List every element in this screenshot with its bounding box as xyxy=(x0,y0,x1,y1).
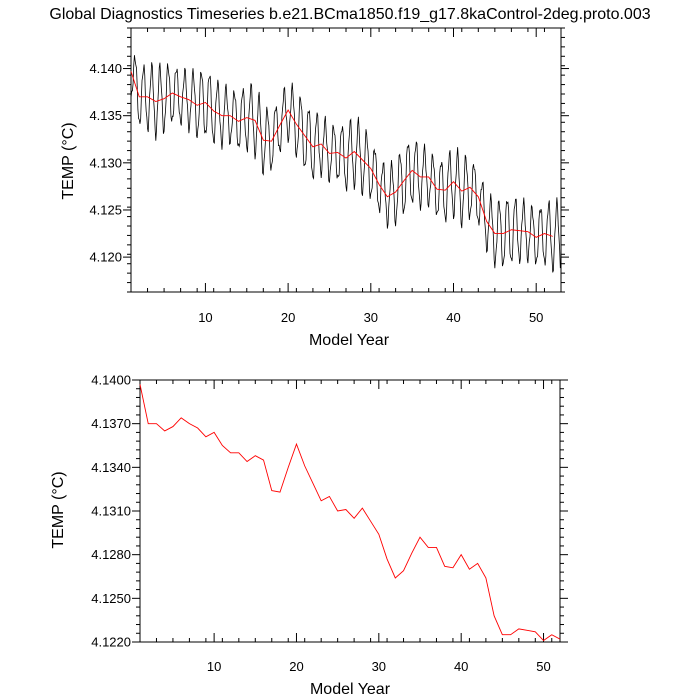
x-tick-label: 20 xyxy=(289,659,303,674)
x-tick-label: 30 xyxy=(372,659,386,674)
annual-mean-series-line xyxy=(139,384,561,642)
bottom-y-axis-label: TEMP (°C) xyxy=(50,471,67,548)
x-tick-label: 20 xyxy=(281,310,295,325)
y-tick-label: 4.120 xyxy=(89,250,122,265)
x-tick-label: 30 xyxy=(364,310,378,325)
x-tick-label: 50 xyxy=(529,310,543,325)
bottom-series-group xyxy=(139,384,561,642)
y-tick-label: 4.1220 xyxy=(91,635,131,650)
x-tick-label: 40 xyxy=(454,659,468,674)
x-tick-label: 10 xyxy=(198,310,212,325)
y-tick-label: 4.1370 xyxy=(91,416,131,431)
figure-title: Global Diagnostics Timeseries b.e21.BCma… xyxy=(49,6,650,23)
annual-mean-series-line xyxy=(130,71,553,238)
bottom-plot-frame xyxy=(139,379,561,643)
bottom-tick-marks xyxy=(132,379,568,643)
y-tick-label: 4.140 xyxy=(89,61,122,76)
y-tick-label: 4.1310 xyxy=(91,504,131,519)
top-series-group xyxy=(130,55,561,273)
x-tick-label: 10 xyxy=(207,659,221,674)
y-tick-label: 4.1400 xyxy=(91,373,131,388)
x-tick-label: 50 xyxy=(536,659,550,674)
monthly-series-line xyxy=(130,55,561,273)
top-tick-marks xyxy=(123,27,569,293)
bottom-y-tick-labels: 4.1220 4.1250 4.1280 4.1310 4.1340 4.1370 4.14… xyxy=(91,373,131,650)
bottom-x-tick-labels: 10 20 30 40 50 xyxy=(207,659,551,674)
y-tick-label: 4.1250 xyxy=(91,591,131,606)
top-y-tick-labels: 4.120 4.125 4.130 4.135 4.140 xyxy=(89,61,122,265)
bottom-chart-panel: 10 20 30 40 50 4.1220 4.1250 4.1280 4.1310 4.134… xyxy=(50,373,568,698)
top-y-axis-label: TEMP (°C) xyxy=(60,122,77,199)
top-x-axis-label: Model Year xyxy=(309,332,390,349)
x-tick-label: 40 xyxy=(446,310,460,325)
y-tick-label: 4.1340 xyxy=(91,460,131,475)
top-plot-frame xyxy=(130,27,562,293)
bottom-x-axis-label: Model Year xyxy=(310,681,391,698)
y-tick-label: 4.1280 xyxy=(91,547,131,562)
top-x-tick-labels: 10 20 30 40 50 xyxy=(198,310,543,325)
y-tick-label: 4.135 xyxy=(89,108,122,123)
y-tick-label: 4.130 xyxy=(89,155,122,170)
y-tick-label: 4.125 xyxy=(89,202,122,217)
top-chart-panel: 10 20 30 40 50 4.120 4.125 4.130 4.135 4.140 Mod… xyxy=(60,27,569,349)
